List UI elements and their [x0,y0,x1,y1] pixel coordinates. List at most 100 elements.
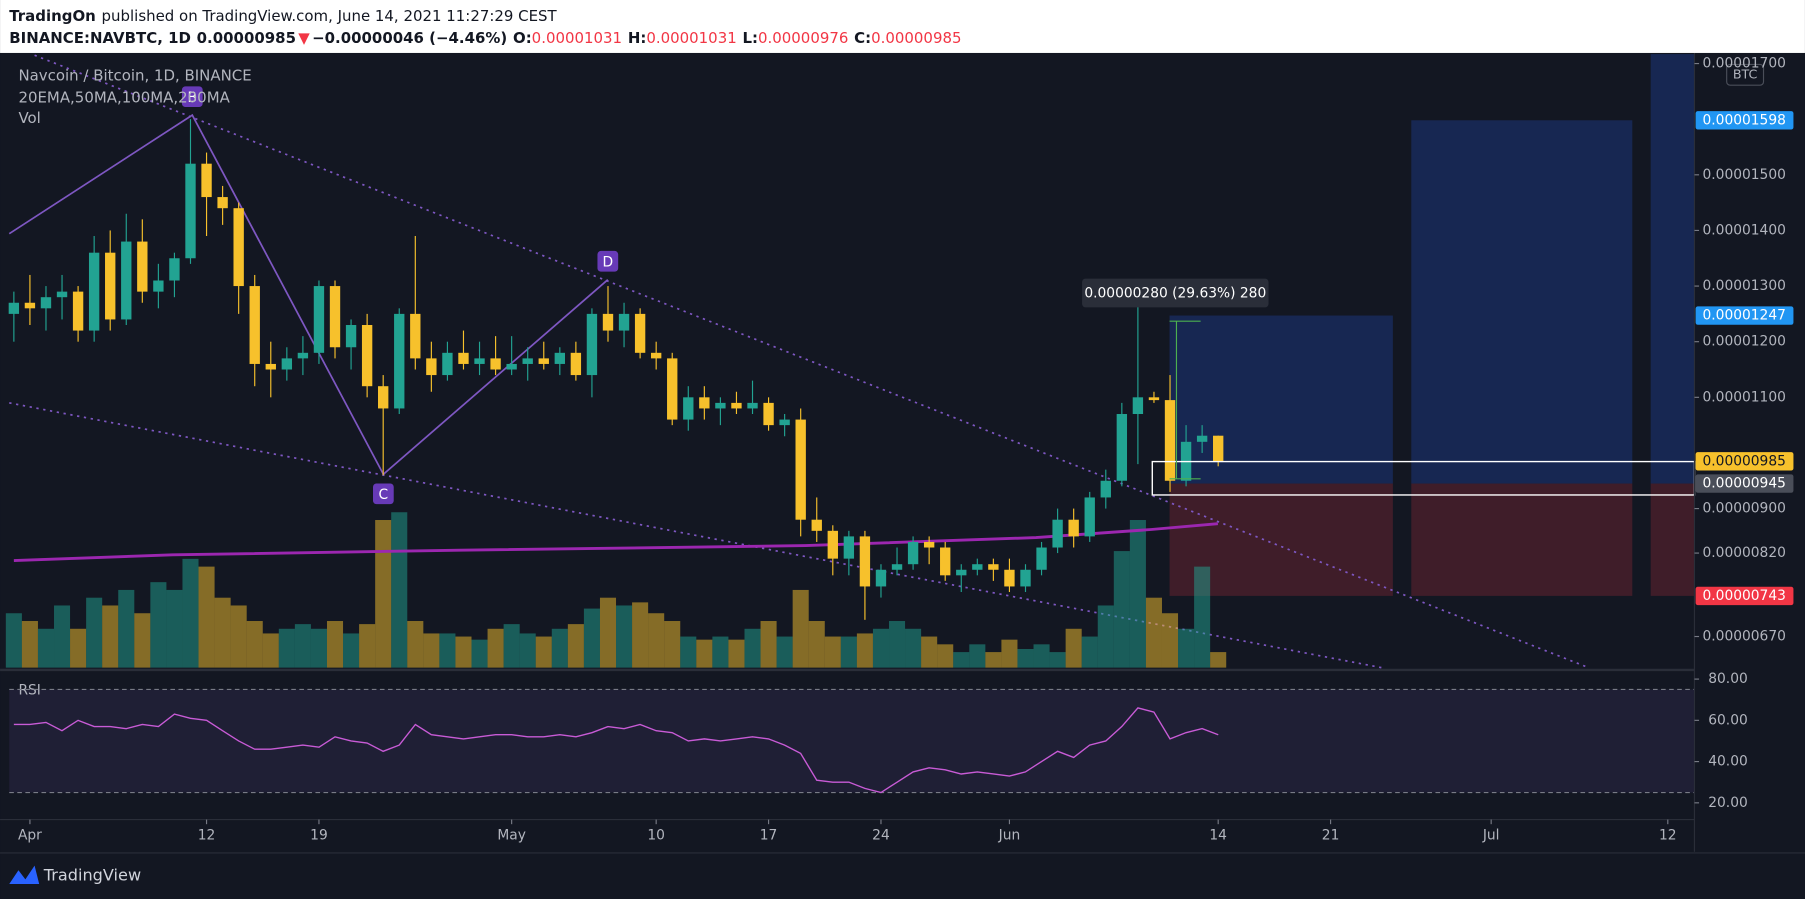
volume-bar [310,628,327,668]
legend-title: Navcoin / Bitcoin, 1D, BINANCE [18,66,251,84]
candle-body [1213,435,1224,462]
ohlc-key: L: [742,28,758,46]
y-tick-label: 0.00000820 [1703,545,1786,561]
x-tick-label: 17 [760,828,778,844]
y-tick-label: 0.00001700 [1703,56,1786,72]
ohlc-value: 0.00000976 [758,28,848,46]
x-tick-label: 21 [1322,828,1340,844]
y-tick-label: 0.00001500 [1703,167,1786,183]
volume-bar [1161,613,1179,668]
candle-body [265,363,276,370]
volume-bar [278,628,295,668]
volume-bar [21,621,38,668]
candle-body [281,358,293,370]
volume-bar [567,624,584,668]
volume-bar [889,621,906,668]
ema-line [13,522,1219,563]
price-label-box [1695,452,1794,471]
volume-bar [583,608,600,668]
volume-bar [953,652,970,668]
volume-bar [1033,644,1050,668]
candle-body [1148,397,1160,401]
candle-body [602,313,614,331]
volume-bar [1097,605,1114,668]
candle-body [8,302,20,314]
candle-body [233,208,244,287]
volume-bar [937,644,954,668]
candle-body [811,519,822,531]
volume-bar [776,636,793,668]
candle-body [201,163,212,198]
candle-body [442,352,453,376]
volume-bar [1065,628,1082,668]
candle-body [699,397,710,409]
axis-unit: BTC [1733,66,1758,81]
trendline [9,402,1382,669]
candle-body [843,536,855,559]
candle-body [907,541,919,565]
candle-body [554,352,566,364]
candle-body [988,564,999,570]
volume-bar [1129,520,1146,668]
rsi-line [13,707,1219,794]
volume-bar [1145,597,1162,668]
candle-body [1084,497,1095,537]
symbol: BINANCE:NAVBTC, 1D [9,28,191,46]
volume-bar [86,597,103,668]
volume-bar [712,636,729,668]
volume-bar [551,628,568,668]
volume-bar [262,633,279,668]
candle-body [538,358,549,364]
volume-bar [680,636,697,668]
published: published on TradingView.com, June 14, 2… [102,7,558,25]
volume-bar [519,633,536,668]
legend-volume: Vol [18,109,40,127]
candle-body [522,358,533,364]
candle-body [169,258,180,281]
candle-body [1116,414,1128,481]
candle-body [410,313,421,359]
candle-body [1004,569,1015,587]
volume-bar [359,624,376,668]
rsi-tick-label: 80.00 [1708,671,1748,687]
price-label: 0.00001247 [1703,308,1786,324]
volume-bar [664,621,681,668]
header-line: BINANCE:NAVBTC, 1D 0.00000985 ▼ −0.00000046… [9,28,961,46]
candle-body [827,530,838,559]
candle-body [667,358,678,420]
volume-bar [182,558,199,668]
candle-body [72,291,84,331]
candle-body [1020,569,1031,587]
candle-body [650,352,662,359]
volume-bar [134,613,151,668]
volume-bar [535,636,552,668]
header-line: TradingOn published on TradingView.com, J… [9,7,557,25]
stop-zone [1650,483,1695,596]
volume-bar [343,633,360,668]
pattern-marker [597,250,619,272]
candle-body [313,286,325,353]
ohlc-key: C: [854,28,871,46]
candle-body [361,325,373,387]
volume-bar [1210,652,1227,668]
volume-bar [760,621,777,668]
y-tick-label: 0.00001400 [1703,222,1786,238]
ohlc-value: 0.00001031 [646,28,736,46]
candle-body [731,402,742,409]
volume-bar [70,628,87,668]
volume-bar [872,628,890,668]
candle-body [859,536,871,587]
candle-body [586,313,598,376]
volume [5,512,1227,668]
candle-body [634,313,646,353]
footer-logo [9,865,40,885]
volume-bar [1194,566,1211,668]
ohlc-key: H: [628,28,647,46]
volume-bar [840,636,857,668]
x-tick-label: 10 [647,828,665,844]
candle-body [1052,519,1063,548]
candle-body [795,419,806,520]
x-tick-label: Jun [998,828,1021,844]
candle-body [329,286,341,348]
